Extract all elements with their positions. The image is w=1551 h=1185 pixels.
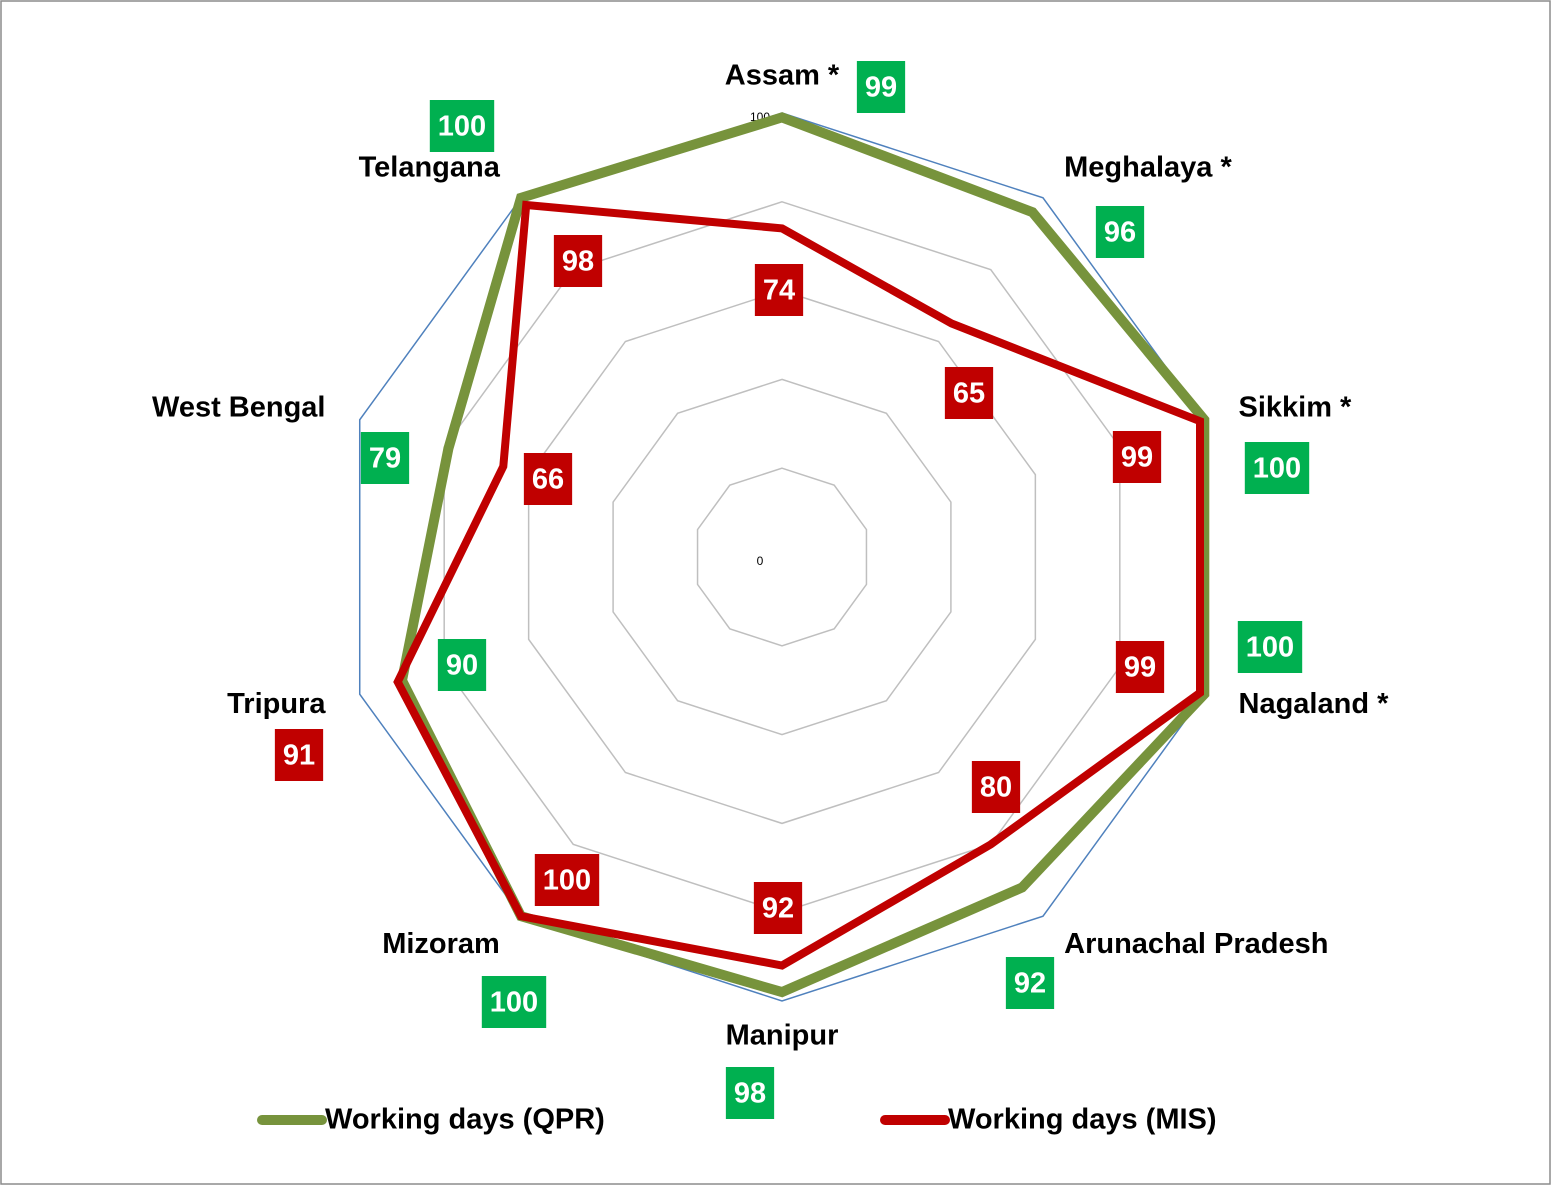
data-label-text: 100 [543, 865, 591, 897]
data-label-text: 100 [1253, 453, 1301, 485]
data-label: 96 [1095, 206, 1145, 258]
data-label-text: 92 [762, 893, 794, 925]
data-label-box [553, 235, 603, 287]
data-label-text: 100 [1246, 632, 1294, 664]
grid-ring [612, 378, 952, 736]
data-label-box [429, 100, 495, 152]
category-label: Sikkim * [1239, 391, 1353, 423]
data-label-box [944, 367, 994, 419]
data-label: 100 [429, 100, 495, 152]
data-label-text: 91 [283, 740, 315, 772]
data-label: 100 [1244, 442, 1310, 494]
category-label: Nagaland * [1239, 688, 1390, 720]
axis-tick-label: 0 [757, 554, 764, 568]
data-label: 91 [274, 729, 324, 781]
category-label: Tripura [227, 688, 326, 720]
data-label-box [754, 264, 804, 316]
data-label: 100 [481, 976, 547, 1028]
data-label-text: 66 [532, 464, 564, 496]
data-label-box [360, 432, 410, 484]
outer-ring [358, 112, 1206, 1002]
data-label: 79 [360, 432, 410, 484]
grid-ring [696, 467, 868, 647]
category-label: Telangana [359, 151, 501, 183]
data-label-box [534, 854, 600, 906]
data-label-box [1005, 957, 1055, 1009]
data-label-text: 65 [953, 378, 985, 410]
data-label-text: 99 [1121, 442, 1153, 474]
data-label-text: 100 [490, 987, 538, 1019]
data-label-text: 99 [865, 72, 897, 104]
data-label-text: 96 [1104, 217, 1136, 249]
data-label-box [1237, 621, 1303, 673]
data-label: 92 [753, 882, 803, 934]
grid-ring [527, 289, 1037, 825]
category-label: Meghalaya * [1064, 151, 1232, 183]
data-label: 99 [856, 61, 906, 113]
series-line [393, 200, 1204, 970]
category-label: Assam * [725, 60, 840, 92]
data-label: 66 [523, 453, 573, 505]
data-label: 99 [1115, 641, 1165, 693]
data-label-box [1095, 206, 1145, 258]
category-label: Mizoram [382, 928, 500, 960]
data-label-text: 92 [1014, 968, 1046, 1000]
category-label: West Bengal [152, 391, 326, 423]
data-label: 65 [944, 367, 994, 419]
data-label: 80 [971, 761, 1021, 813]
data-label-text: 98 [734, 1078, 766, 1110]
data-label-box [1115, 641, 1165, 693]
category-label: Arunachal Pradesh [1064, 928, 1328, 960]
data-label-text: 100 [438, 111, 486, 143]
data-label-box [725, 1067, 775, 1119]
data-label-box [481, 976, 547, 1028]
data-label-box [971, 761, 1021, 813]
data-label: 100 [534, 854, 600, 906]
data-label-text: 79 [369, 443, 401, 475]
data-label: 98 [553, 235, 603, 287]
data-label-box [437, 639, 487, 691]
data-label-text: 99 [1124, 652, 1156, 684]
data-label: 100 [1237, 621, 1303, 673]
data-label-box [1244, 442, 1310, 494]
legend-label: Working days (QPR) [325, 1104, 605, 1136]
series-line [396, 112, 1210, 998]
data-label-text: 98 [562, 246, 594, 278]
category-label: Manipur [726, 1020, 839, 1052]
data-label-box [523, 453, 573, 505]
data-label: 98 [725, 1067, 775, 1119]
data-label-text: 80 [980, 772, 1012, 804]
data-label: 92 [1005, 957, 1055, 1009]
data-label-text: 90 [446, 650, 478, 682]
data-label-box [856, 61, 906, 113]
data-label-box [1112, 431, 1162, 483]
data-label: 99 [1112, 431, 1162, 483]
data-label-box [274, 729, 324, 781]
legend-label: Working days (MIS) [948, 1104, 1217, 1136]
data-label-text: 74 [763, 275, 795, 307]
data-label: 74 [754, 264, 804, 316]
data-label-box [753, 882, 803, 934]
data-label: 90 [437, 639, 487, 691]
